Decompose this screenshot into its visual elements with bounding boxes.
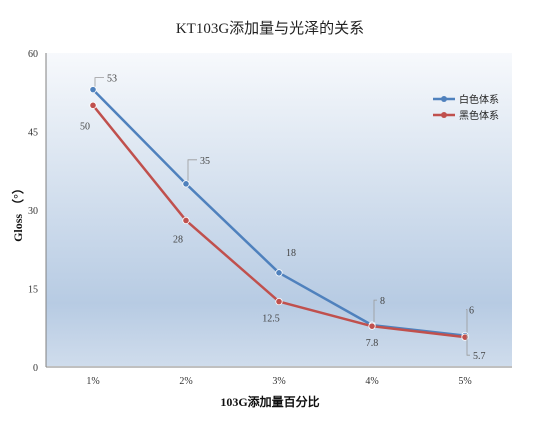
data-label: 50	[80, 121, 90, 132]
y-tick-label: 15	[28, 285, 38, 296]
legend-item: 白色体系	[433, 93, 499, 106]
legend-item: 黑色体系	[433, 109, 499, 122]
x-tick-labels: 1% 2% 3% 4% 5%	[86, 376, 471, 387]
data-label: 28	[173, 234, 183, 245]
data-label: 53	[107, 74, 117, 85]
data-point	[182, 180, 190, 188]
y-tick-label: 45	[28, 128, 38, 139]
data-point	[89, 86, 97, 94]
x-axis-title: 103G添加量百分比	[220, 394, 319, 409]
legend-swatch-marker	[441, 112, 447, 118]
data-label: 35	[200, 156, 210, 167]
data-label: 5.7	[473, 351, 486, 362]
legend-label: 白色体系	[459, 93, 499, 106]
series-2: 50 28 12.5 7.8 5.7	[80, 101, 486, 362]
data-point	[275, 297, 283, 306]
x-tick-label: 1%	[86, 376, 99, 387]
data-point	[368, 322, 376, 330]
data-label: 12.5	[262, 314, 280, 325]
data-label: 6	[469, 306, 474, 317]
label-leader	[187, 159, 197, 181]
data-point	[89, 101, 97, 109]
x-tick-label: 2%	[179, 376, 192, 387]
y-tick-label: 60	[28, 49, 38, 60]
data-point	[182, 216, 190, 225]
chart-title: KT103G添加量与光泽的关系	[176, 20, 364, 37]
data-label: 7.8	[366, 338, 379, 349]
x-tick-label: 4%	[365, 376, 378, 387]
y-tick-label: 0	[33, 363, 38, 374]
data-label: 18	[286, 248, 296, 259]
label-leader	[94, 77, 104, 87]
label-leader	[466, 309, 468, 333]
label-leader	[373, 299, 377, 323]
y-tick-label: 30	[28, 206, 38, 217]
data-point	[461, 333, 469, 341]
legend-swatch-marker	[441, 96, 447, 102]
y-tick-labels: 0 15 30 45 60	[28, 49, 38, 374]
data-point	[275, 269, 283, 277]
x-tick-label: 3%	[272, 376, 285, 387]
data-label: 8	[380, 296, 385, 307]
legend-label: 黑色体系	[459, 109, 499, 122]
series-layer: 53 35 18 8 6 50 28 12.5 7.8 5.7	[80, 74, 486, 363]
y-axis-title: Gloss （°）	[10, 182, 25, 242]
x-tick-label: 5%	[458, 376, 471, 387]
plot-area	[46, 53, 512, 366]
label-leader	[466, 334, 470, 356]
